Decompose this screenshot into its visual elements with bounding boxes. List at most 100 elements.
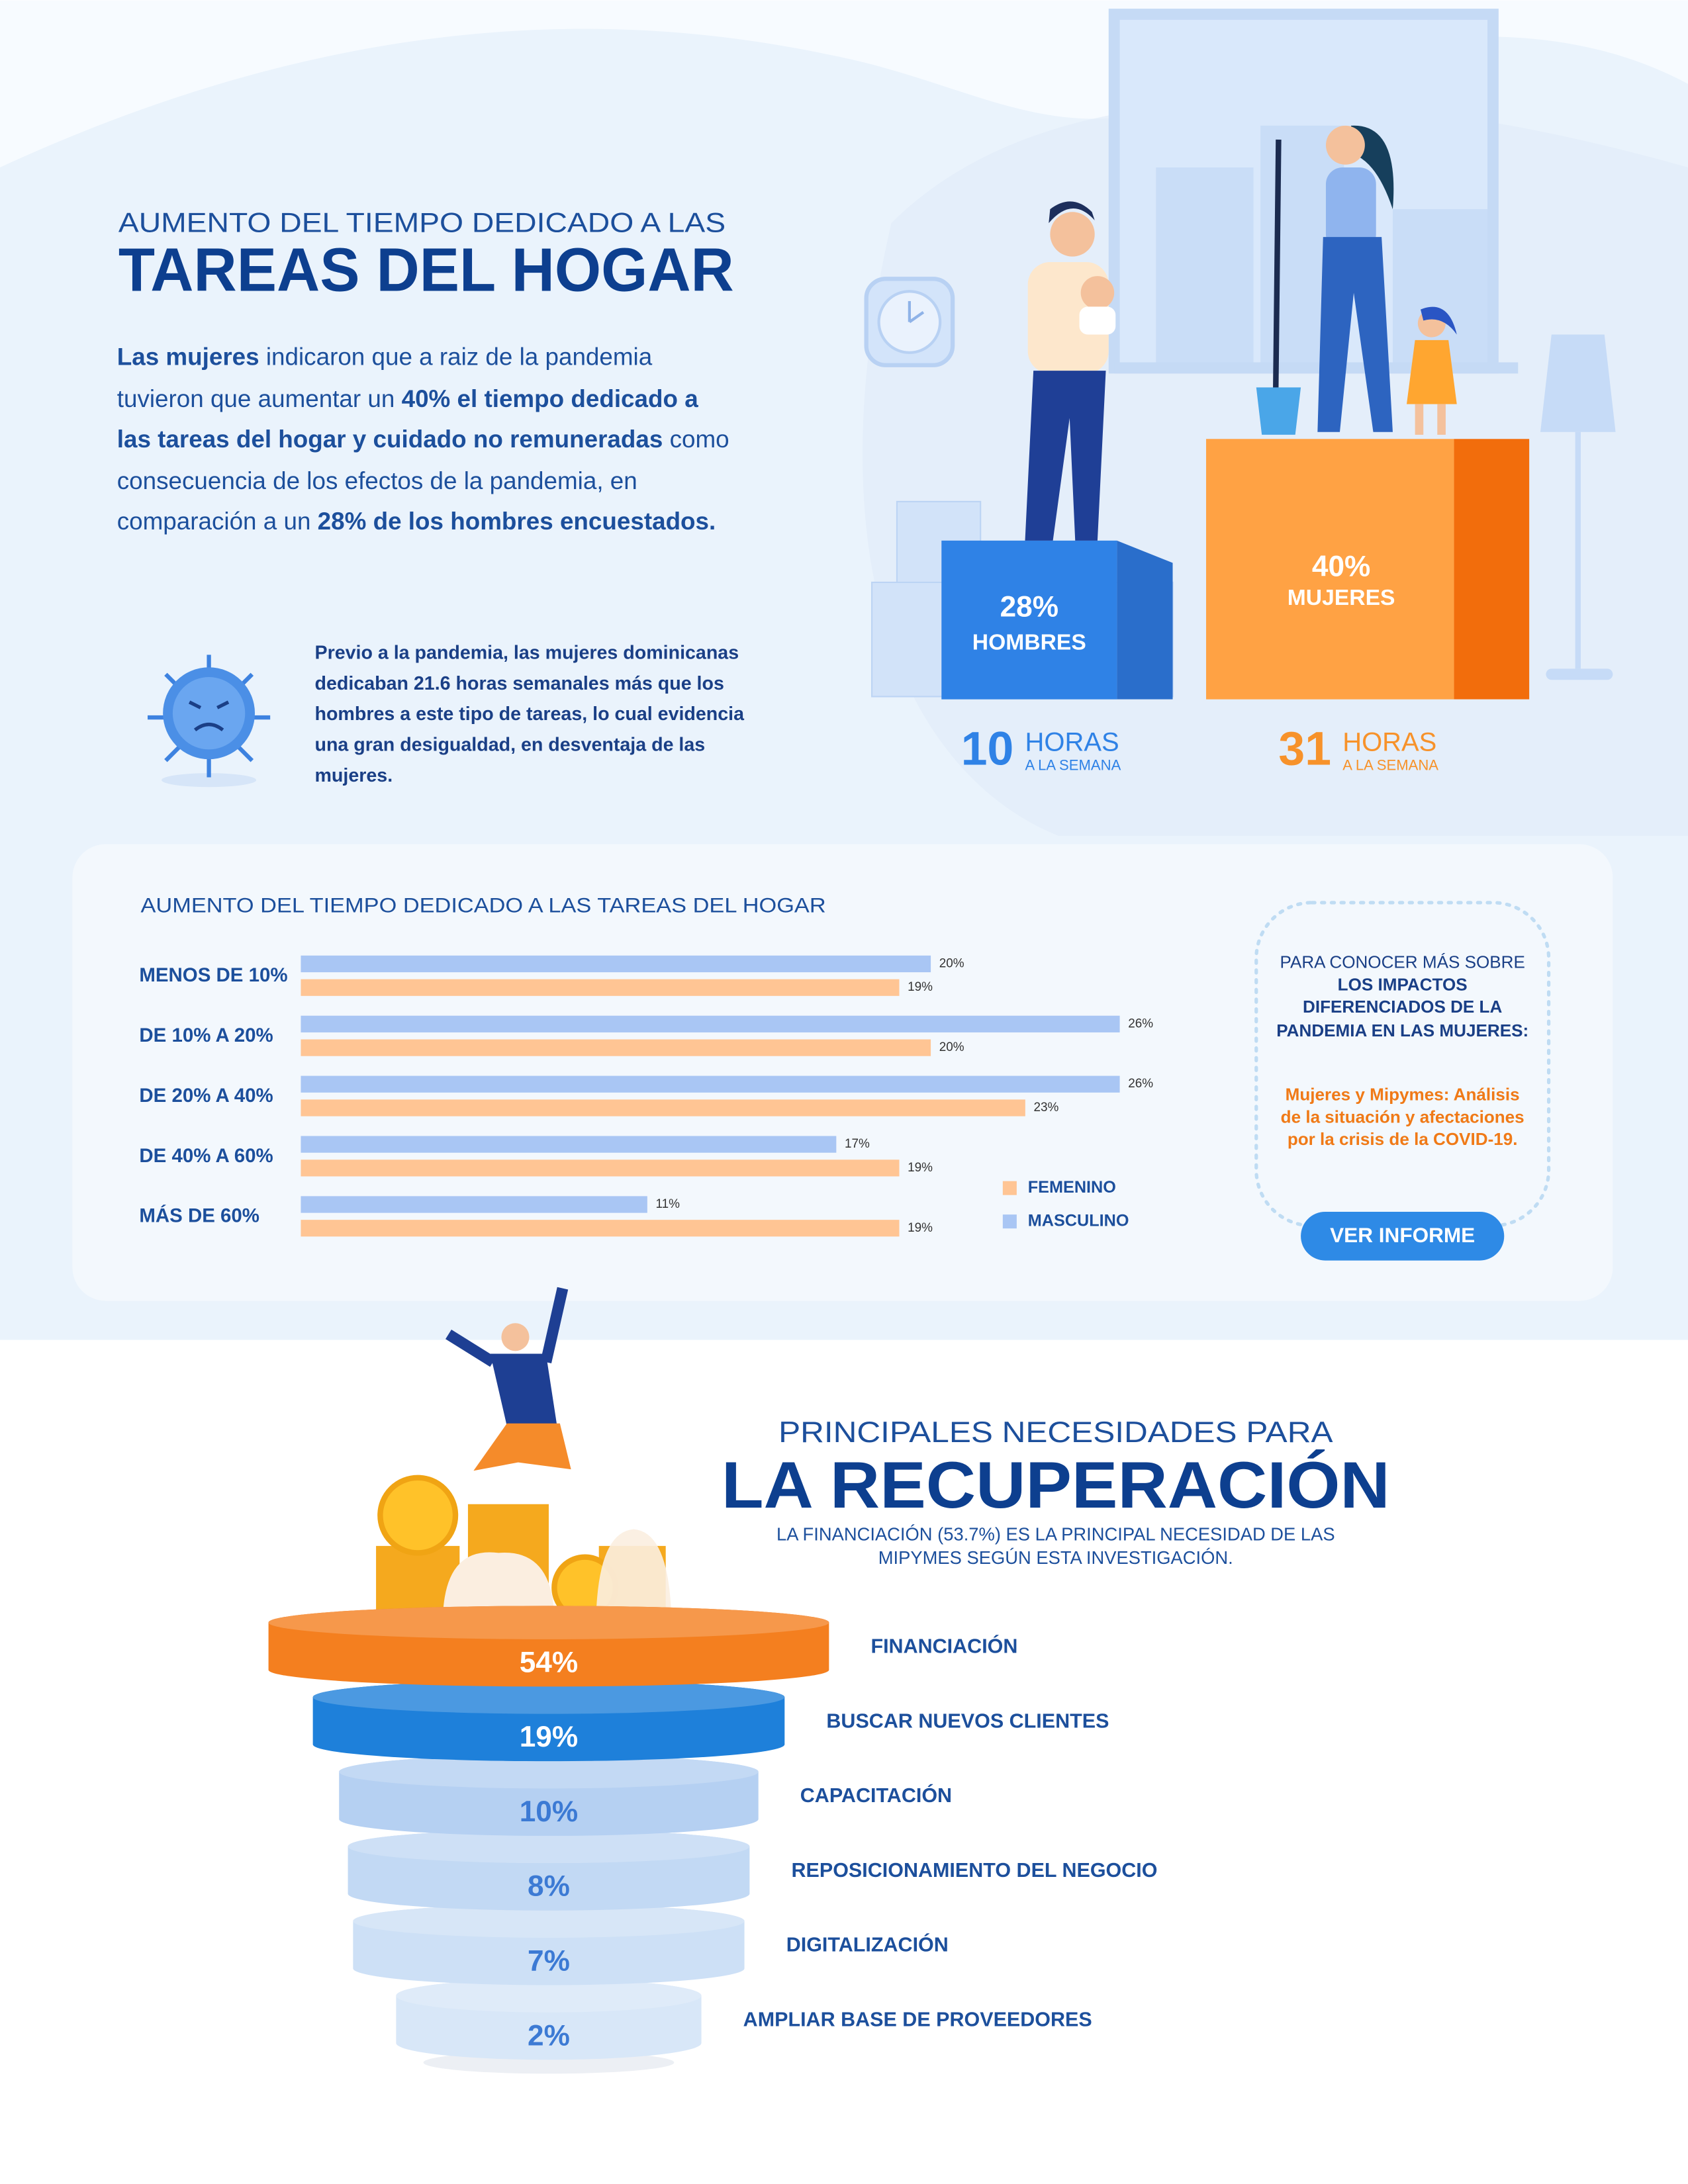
category-label: DE 10% A 20% [139, 1024, 273, 1046]
intro-box: Las mujeres indicaron que a raiz de la p… [117, 338, 738, 543]
text-run: 40% el tiempo dedicado a las tareas del … [117, 384, 698, 453]
bottom-background [0, 1340, 1688, 2184]
cta-button[interactable]: VER INFORME [1301, 1211, 1505, 1261]
clock [864, 277, 955, 367]
category-label: DE 20% A 40% [139, 1085, 273, 1107]
podium-box [941, 540, 1117, 700]
funnel-title: PRINCIPALES NECESIDADES PARA [778, 1416, 1333, 1449]
value-label: 19% [908, 980, 933, 994]
legend-label: FEMENINO [1028, 1178, 1116, 1197]
value-label: 19% [908, 1161, 933, 1175]
funnel-top [268, 1606, 829, 1639]
funnel-category: CAPACITACIÓN [800, 1783, 952, 1807]
cta-link: Mujeres y Mipymes: Análisis de la situac… [1276, 1083, 1529, 1151]
bar [301, 1160, 900, 1177]
bar [301, 1075, 1120, 1093]
note-box: Previo a la pandemia, las mujeres domini… [314, 642, 745, 786]
text-run: LOS IMPACTOS DIFERENCIADOS DE LA PANDEMI… [1276, 975, 1529, 1040]
bar [301, 1220, 900, 1237]
bar [301, 955, 931, 973]
hours-period: A LA SEMANA [1342, 757, 1438, 774]
bar [301, 1196, 647, 1213]
funnel-top [312, 1680, 785, 1714]
podium-percent: 40% [1312, 551, 1370, 583]
funnel-category: BUSCAR NUEVOS CLIENTES [826, 1709, 1109, 1732]
hours-value: 10 [961, 723, 1014, 776]
podium-label: HOMBRES [972, 630, 1086, 655]
boxes [871, 500, 1174, 698]
value-label: 26% [1128, 1077, 1153, 1091]
cta-link-box: Mujeres y Mipymes: Análisis de la situac… [1276, 1083, 1529, 1151]
value-label: 20% [939, 1040, 964, 1054]
cta-text: PARA CONOCER MÁS SOBRE LOS IMPACTOS DIFE… [1276, 952, 1529, 1042]
text-run: Mujeres y Mipymes: Análisis de la situac… [1280, 1085, 1524, 1150]
funnel-top-shine [348, 1829, 750, 1864]
funnel-top [396, 1979, 702, 2013]
virus-icon [148, 655, 271, 788]
value-label: 19% [908, 1221, 933, 1235]
podium-side [1454, 439, 1530, 700]
text-run: indicaron que a raiz de la pandemia tuvi… [117, 343, 653, 412]
funnel-category: FINANCIACIÓN [870, 1634, 1017, 1658]
man [1025, 201, 1116, 541]
button-bg[interactable] [1301, 1211, 1505, 1261]
podium-percent: 28% [1000, 591, 1058, 623]
funnel-top [348, 1829, 750, 1864]
funnel-top-shine [339, 1754, 759, 1789]
hours-unit: HORAS [1025, 728, 1119, 757]
funnel-category: DIGITALIZACIÓN [786, 1933, 949, 1956]
text-run: Las mujeres [117, 343, 259, 371]
funnel-category: AMPLIAR BASE DE PROVEEDORES [743, 2008, 1092, 2030]
funnel-subtitle: LA FINANCIACIÓN (53.7%) ES LA PRINCIPAL … [763, 1522, 1348, 1570]
hours-value: 31 [1278, 723, 1331, 776]
legend-swatch [1002, 1181, 1017, 1195]
funnel-value-label: 19% [520, 1721, 578, 1753]
podium-side [1117, 540, 1173, 700]
bar [301, 1015, 1120, 1032]
legend-swatch [1002, 1214, 1017, 1229]
cta-text-box: PARA CONOCER MÁS SOBRE LOS IMPACTOS DIFE… [1276, 952, 1529, 1042]
text-run: LA FINANCIACIÓN (53.7%) ES LA PRINCIPAL … [776, 1524, 1335, 1569]
category-label: MÁS DE 60% [139, 1205, 259, 1227]
funnel-subtitle-box: LA FINANCIACIÓN (53.7%) ES LA PRINCIPAL … [763, 1522, 1348, 1570]
text-run: 28% de los hombres encuestados. [317, 508, 716, 536]
chart-title: AUMENTO DEL TIEMPO DEDICADO A LAS TAREAS… [141, 893, 826, 917]
funnel-top-shine [268, 1606, 829, 1639]
button-label[interactable]: VER INFORME [1330, 1223, 1475, 1247]
cta-frame [1254, 901, 1551, 1228]
city [1156, 125, 1488, 363]
girl [1407, 306, 1457, 435]
category-label: MENOS DE 10% [139, 964, 287, 986]
text-run: como consecuencia de los efectos de la p… [117, 425, 729, 536]
jumping-man [445, 1287, 571, 1471]
coins [376, 1475, 672, 1621]
funnel-category: REPOSICIONAMIENTO DEL NEGOCIO [791, 1859, 1157, 1882]
legend-label: MASCULINO [1028, 1211, 1129, 1230]
hours-unit: HORAS [1342, 728, 1436, 757]
funnel-title-emphasis: LA RECUPERACIÓN [722, 1448, 1390, 1522]
funnel-top [339, 1754, 759, 1789]
kicker: AUMENTO DEL TIEMPO DEDICADO A LAS [118, 206, 726, 238]
value-label: 11% [655, 1197, 680, 1211]
value-label: 20% [939, 956, 964, 970]
funnel-value-label: 10% [520, 1796, 578, 1828]
hours-period: A LA SEMANA [1025, 757, 1121, 774]
funnel-value-label: 2% [528, 2019, 570, 2052]
bar [301, 1099, 1025, 1116]
intro: Las mujeres indicaron que a raiz de la p… [117, 338, 738, 543]
funnel-value-label: 8% [528, 1870, 570, 1903]
bar [301, 979, 900, 996]
text-run: PARA CONOCER MÁS SOBRE [1280, 952, 1525, 973]
value-label: 23% [1033, 1101, 1058, 1115]
title: TAREAS DEL HOGAR [118, 235, 734, 304]
woman [1256, 125, 1394, 435]
bar [301, 1039, 931, 1056]
podium-box [1206, 439, 1454, 700]
funnel-top-shine [312, 1680, 785, 1714]
value-label: 17% [845, 1137, 870, 1151]
value-label: 26% [1128, 1017, 1153, 1030]
text-run: Previo a la pandemia, las mujeres domini… [314, 642, 745, 786]
bar [301, 1136, 837, 1153]
